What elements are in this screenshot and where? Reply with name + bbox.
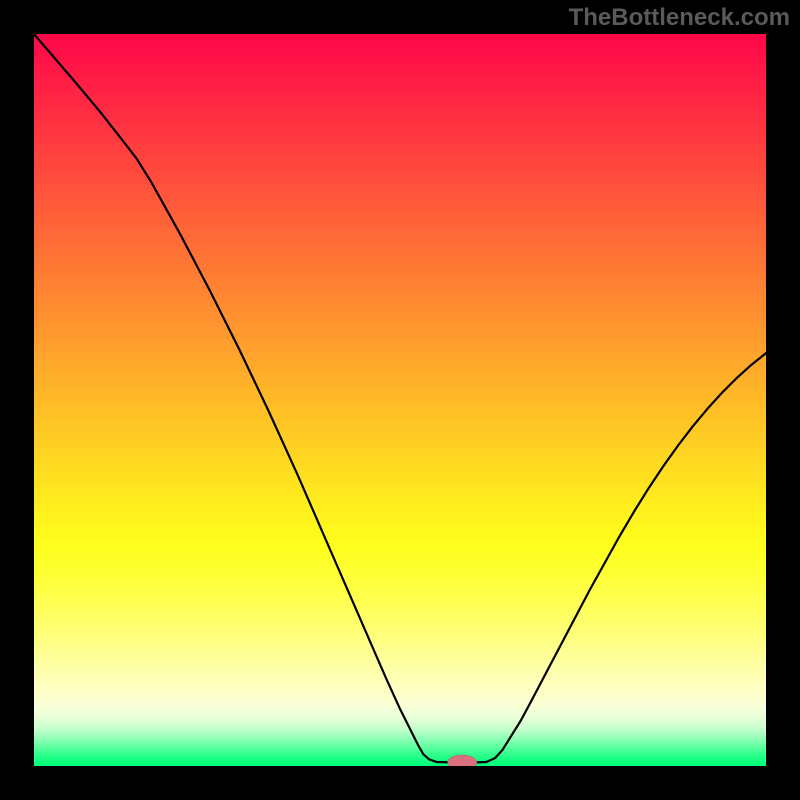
plot-area [34, 34, 766, 766]
bottleneck-curve [34, 34, 766, 762]
optimum-marker [448, 755, 477, 766]
plot-overlay [34, 34, 766, 766]
attribution-text: TheBottleneck.com [569, 4, 790, 32]
